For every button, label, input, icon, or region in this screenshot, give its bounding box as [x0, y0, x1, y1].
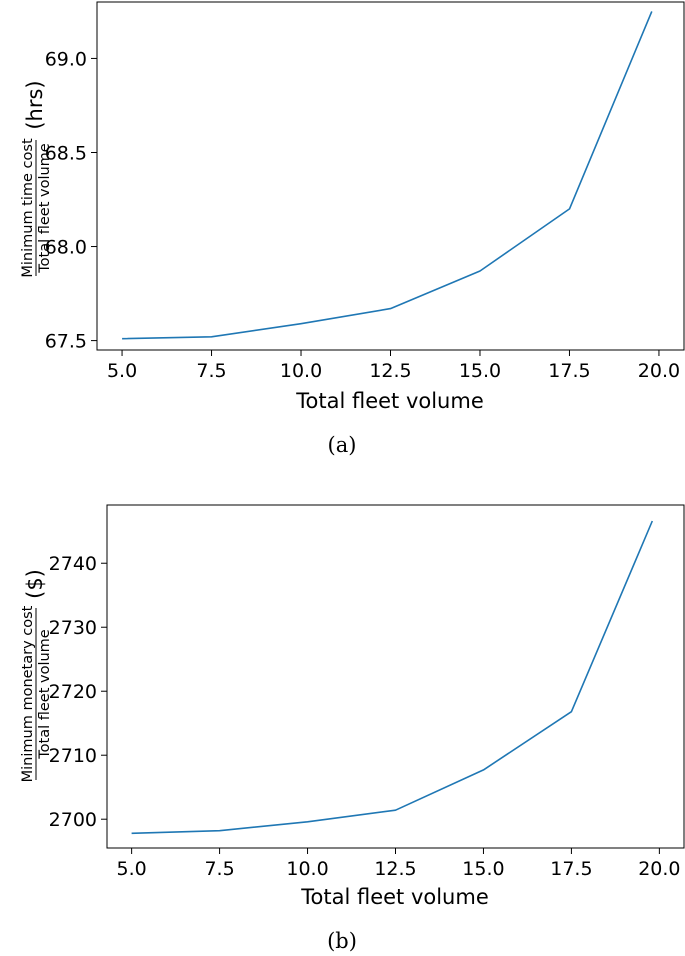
x-tick-label: 10.0 [280, 360, 322, 382]
x-tick-label: 10.0 [286, 858, 328, 880]
x-tick-label: 5.0 [117, 858, 147, 880]
y-axis-label-denominator: Total fleet volume [37, 629, 53, 760]
axes-frame [96, 1, 685, 351]
x-tick-label: 5.0 [107, 360, 137, 382]
x-tick-label: 15.0 [462, 858, 504, 880]
y-axis-label-numerator: Minimum time cost [20, 138, 36, 278]
axes-frame [106, 504, 685, 849]
x-tick-label: 20.0 [638, 360, 680, 382]
x-tick-label: 17.5 [548, 360, 590, 382]
y-axis-label-unit: (hrs) [23, 80, 47, 129]
y-ticks: 67.5 68.0 68.5 69.0 [45, 48, 97, 353]
x-axis-label: Total fleet volume [300, 885, 489, 909]
series-layer [131, 520, 654, 835]
chart-a: 5.0 7.5 10.0 12.5 15.0 17.5 20.0 67.568.068.56… [20, 1, 685, 457]
y-axis-label-denominator: Total fleet volume [37, 143, 53, 274]
y-tick-label: 2730 [49, 617, 97, 639]
plot-area: 5.0 7.5 10.0 12.5 15.0 17.5 20.0 67.568.068.56… [45, 1, 685, 382]
y-tick-label: 69.0 [45, 48, 87, 70]
chart-b: 5.0 7.5 10.0 12.5 15.0 17.5 20.0 2700271027202… [20, 504, 685, 953]
x-ticks: 5.0 7.5 10.0 12.5 15.0 17.5 20.0 [107, 350, 680, 382]
caption-b: (b) [327, 929, 357, 953]
y-tick-label: 2740 [49, 553, 97, 575]
series-line [131, 520, 654, 835]
x-tick-label: 12.5 [369, 360, 411, 382]
x-ticks: 5.0 7.5 10.0 12.5 15.0 17.5 20.0 [117, 848, 681, 880]
y-tick-label: 68.5 [45, 142, 87, 164]
x-tick-label: 7.5 [204, 858, 234, 880]
y-axis-label-numerator: Minimum monetary cost [20, 605, 36, 782]
y-tick-label: 2700 [49, 809, 97, 831]
y-tick-label: 67.5 [45, 331, 87, 353]
series-layer [122, 11, 653, 340]
plot-area: 5.0 7.5 10.0 12.5 15.0 17.5 20.0 2700271027202… [49, 504, 685, 880]
x-tick-label: 17.5 [550, 858, 592, 880]
caption-a: (a) [328, 433, 357, 457]
y-ticks: 2700 2710 2720 2730 2740 [49, 553, 107, 831]
y-axis-label: Minimum time cost Total fleet volume (hr… [20, 80, 53, 277]
x-tick-label: 15.0 [459, 360, 501, 382]
x-tick-label: 12.5 [374, 858, 416, 880]
x-tick-label: 20.0 [638, 858, 680, 880]
y-axis-label: Minimum monetary cost Total fleet volume… [20, 569, 53, 782]
series-line [122, 11, 653, 340]
y-tick-label: 2720 [49, 681, 97, 703]
x-axis-label: Total fleet volume [295, 389, 484, 413]
y-tick-label: 68.0 [45, 237, 87, 259]
x-tick-label: 7.5 [196, 360, 226, 382]
y-axis-label-unit: ($) [23, 569, 47, 599]
y-tick-label: 2710 [49, 745, 97, 767]
